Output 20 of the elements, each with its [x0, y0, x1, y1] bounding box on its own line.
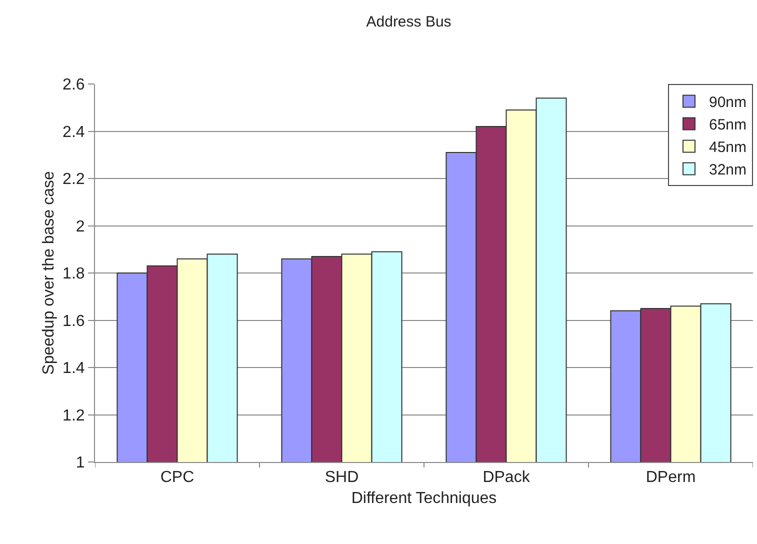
x-tick-label: CPC: [160, 469, 194, 486]
y-tick-label: 2.4: [62, 124, 85, 141]
y-tick-label: 2: [76, 218, 85, 236]
x-tick-label: DPerm: [646, 469, 696, 486]
y-tick-label: 1: [76, 454, 85, 472]
legend-label: 65nm: [709, 116, 747, 134]
y-tick-label: 2.6: [62, 76, 85, 94]
y-tick-label: 1.4: [62, 360, 85, 378]
y-axis-title: Speedup over the base case: [40, 171, 58, 375]
chart-title: Address Bus: [366, 14, 452, 30]
legend-label: 45nm: [709, 139, 747, 156]
y-tick-label: 1.6: [62, 312, 85, 330]
y-tick-label: 2.2: [62, 171, 85, 188]
x-tick-label: SHD: [324, 469, 359, 486]
y-tick-label: 1.2: [62, 407, 85, 424]
y-tick-label: 1.8: [62, 266, 85, 283]
x-axis-title: Different Techniques: [351, 490, 497, 507]
legend-label: 90nm: [709, 94, 747, 112]
legend-label: 32nm: [709, 162, 747, 179]
x-tick-label: DPack: [482, 469, 531, 486]
